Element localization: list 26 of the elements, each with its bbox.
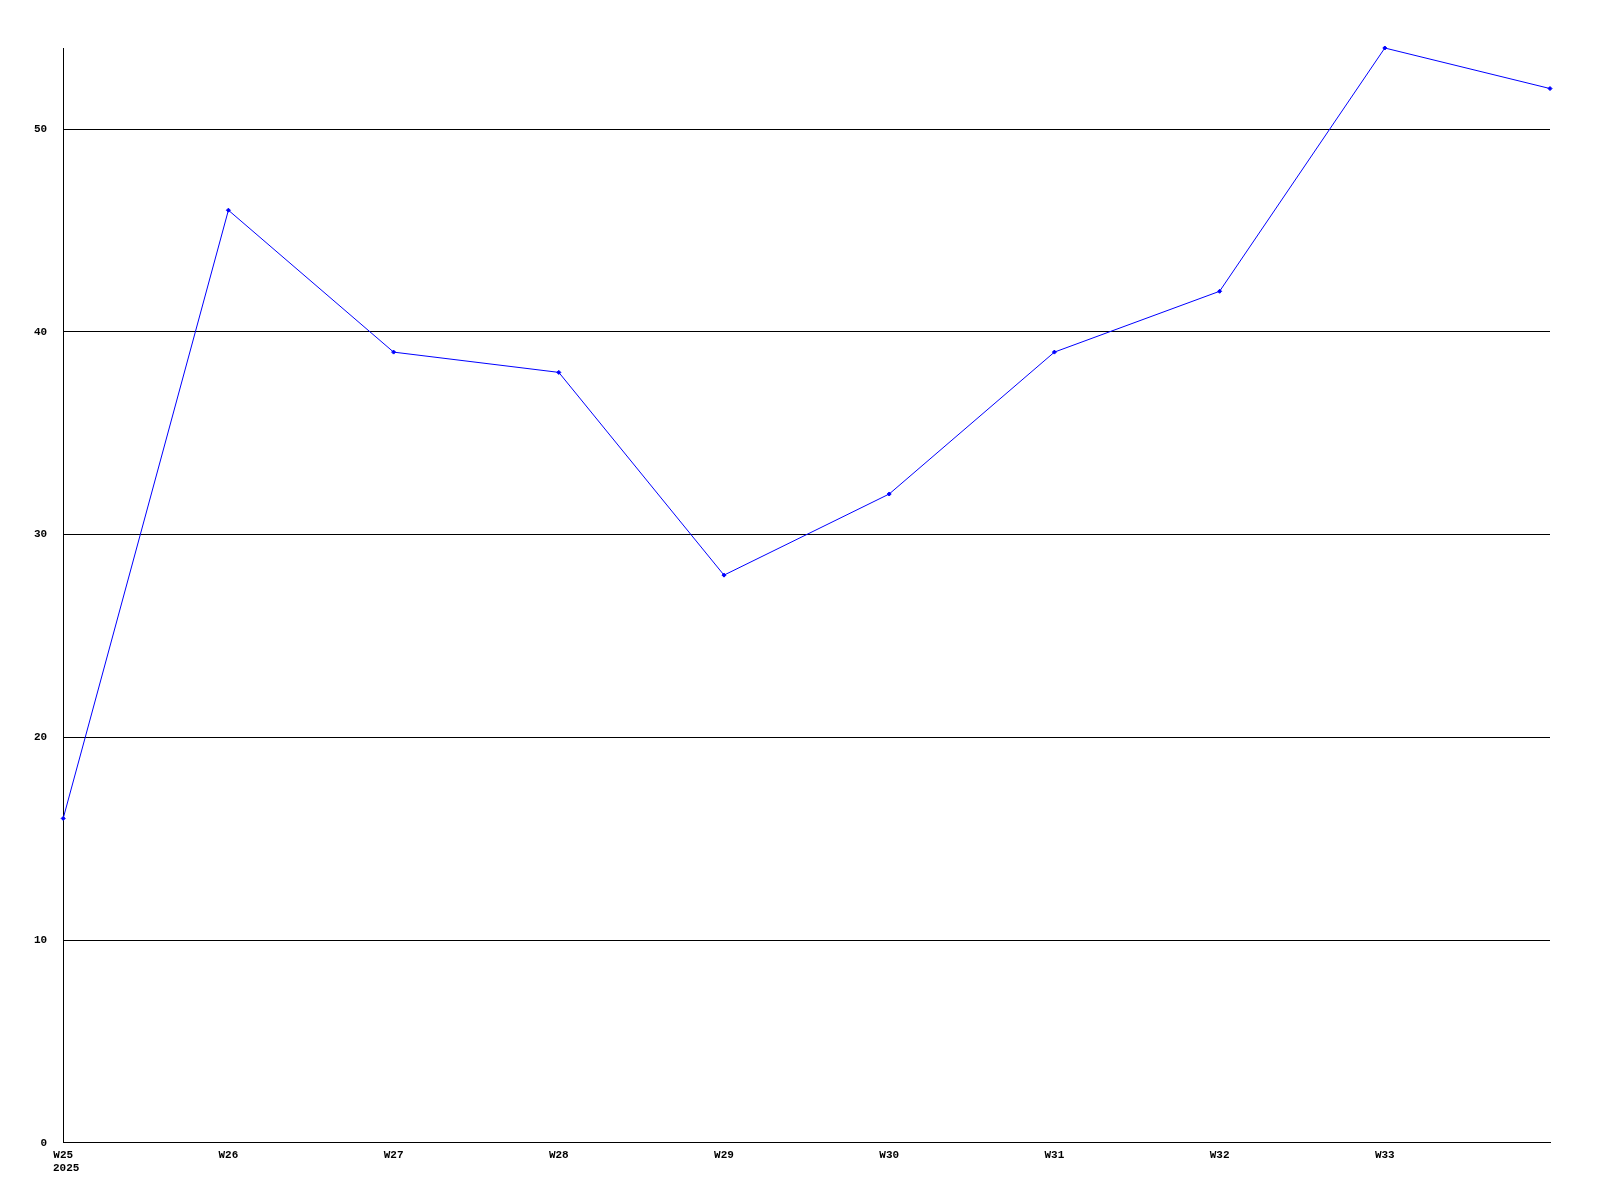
y-tick-label: 0: [40, 1136, 48, 1149]
point: [886, 491, 892, 497]
x-tick-label: W28: [548, 1149, 570, 1162]
x-tick-label: W33: [1374, 1149, 1396, 1162]
point: [60, 815, 66, 821]
point: [1217, 288, 1223, 294]
point: [556, 369, 562, 375]
point: [1051, 349, 1057, 355]
text: 2025: [53, 1162, 80, 1175]
point: [1547, 86, 1553, 92]
y-tick-label: 20: [34, 731, 48, 744]
y-tick-label: 10: [34, 933, 48, 946]
x-tick-label: W25: [53, 1149, 74, 1162]
x-tick-label: W27: [383, 1149, 404, 1162]
x-tick-label: W26: [218, 1149, 239, 1162]
y-tick-label: 50: [34, 122, 48, 135]
x-tick-label: W29: [714, 1149, 734, 1162]
y-tick-label: 30: [34, 528, 48, 541]
y-tick-label: 40: [34, 325, 48, 338]
x-tick-label: W31: [1044, 1149, 1065, 1162]
point: [1382, 45, 1388, 51]
point: [721, 572, 727, 578]
x-tick-label: W32: [1209, 1149, 1230, 1162]
point: [391, 349, 397, 355]
point: [225, 207, 231, 213]
x-tick-label: W30: [879, 1149, 900, 1162]
